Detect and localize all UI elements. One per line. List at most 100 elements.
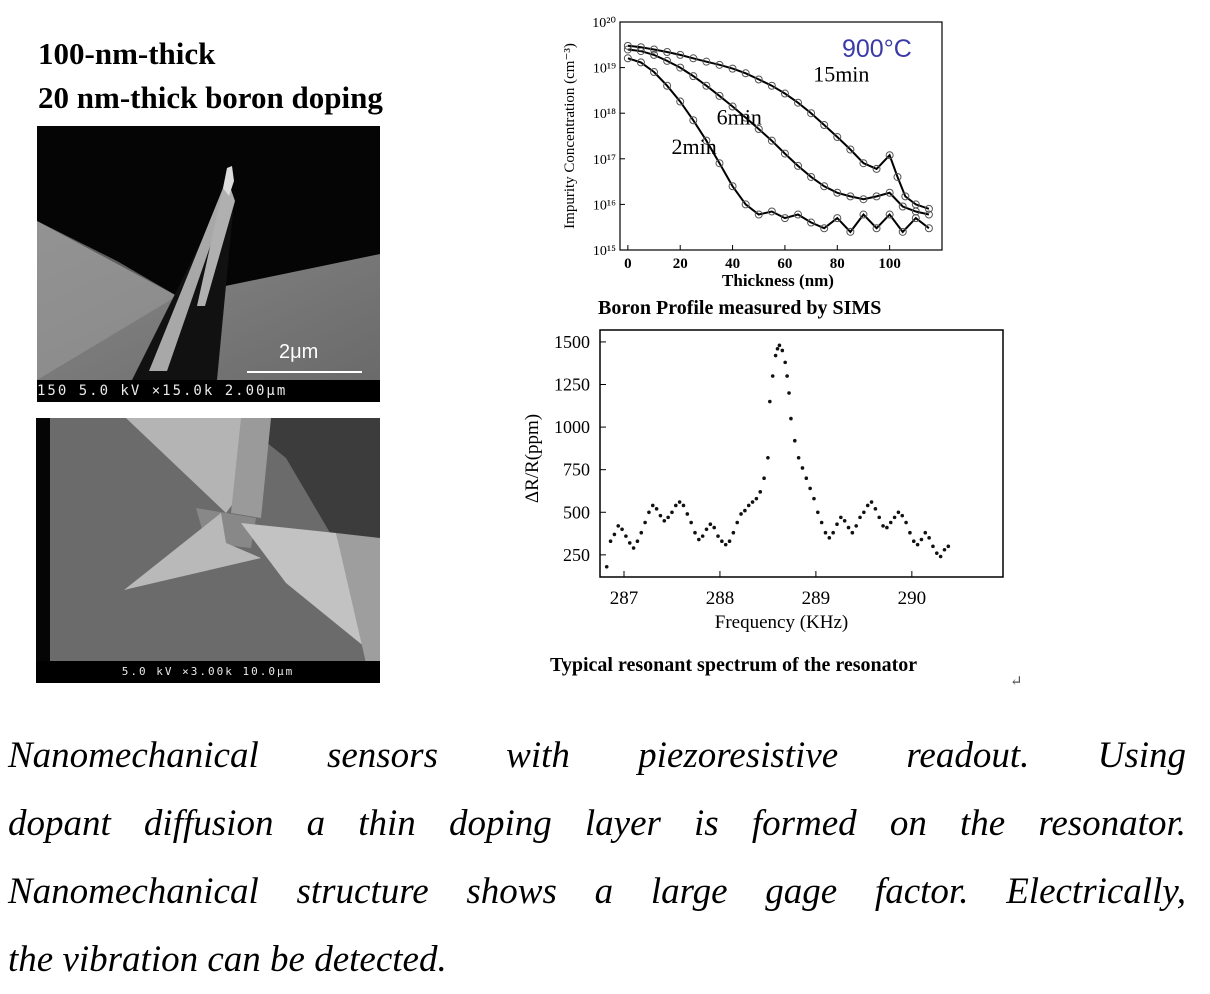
sims-data-point: [833, 133, 842, 142]
resonator-data-point: [743, 508, 747, 513]
sims-data-point: [780, 89, 789, 98]
sims-data-point: [741, 69, 750, 78]
sims-data-point: [676, 50, 685, 59]
resonator-data-point: [712, 525, 716, 530]
sem-info-bar-bottom: 5.0 kV ×3.00k 10.0μm: [36, 661, 380, 683]
resonator-data-point: [762, 476, 766, 480]
sims-data-point: [715, 60, 724, 69]
resonator-data-point: [942, 547, 947, 552]
sims-data-point: [820, 121, 829, 130]
resonator-data-point: [819, 520, 824, 525]
resonator-data-point: [839, 515, 843, 520]
sims-series-label: 6min: [717, 105, 762, 130]
resonator-plot-frame: [599, 329, 1004, 578]
sims-data-point: [833, 188, 842, 197]
sims-data-point: [846, 227, 855, 236]
sims-data-point: [702, 136, 711, 145]
resonator-data-point: [685, 512, 690, 516]
resonator-data-point: [783, 360, 787, 365]
sem-image-resonator: 5.0 kV ×3.00k 10.0μm: [36, 418, 380, 683]
sims-x-tick-label: 60: [777, 256, 792, 272]
sem-cantilever-picture: [37, 166, 380, 380]
heading-line-2: 20 nm-thick boron doping: [38, 80, 383, 115]
sims-data-point: [872, 164, 881, 173]
resonator-data-point: [862, 510, 866, 515]
description-line-4: the vibration can be detected.: [8, 939, 447, 980]
resonator-data-point: [911, 539, 916, 544]
sims-y-tick-label: 10¹⁹: [593, 62, 616, 77]
sims-data-point: [767, 81, 776, 90]
sims-data-point: [663, 47, 672, 56]
sims-data-point: [859, 210, 868, 219]
sims-data-point: [636, 58, 645, 67]
resonator-data-point: [666, 515, 670, 520]
resonator-y-axis-label: ΔR/R(ppm): [522, 414, 543, 503]
sims-data-point: [833, 214, 842, 223]
sims-data-point: [728, 64, 737, 73]
resonator-data-point: [689, 520, 693, 525]
resonator-data-point: [635, 539, 640, 544]
resonator-data-point: [934, 551, 939, 555]
sims-chart-svg: 0 20 40 60 80 100 10¹⁵ 10¹⁶ 10¹⁷ 10¹⁸ 10¹⁹ 10²⁰ Thic…: [562, 16, 943, 290]
resonator-data-point: [639, 530, 644, 535]
resonator-data-point: [770, 374, 775, 378]
sims-data-point: [689, 54, 698, 63]
sims-data-point: [780, 214, 789, 223]
sims-series-line-6min: [627, 48, 930, 216]
sims-data-point: [885, 210, 894, 219]
resonator-data-point: [823, 530, 828, 535]
sims-data-point: [924, 204, 933, 213]
resonator-data-point: [727, 539, 732, 544]
resonator-data-point: [900, 513, 905, 518]
resonator-data-point: [812, 496, 816, 501]
resonator-data-point: [750, 500, 755, 504]
resonator-data-point: [865, 503, 870, 508]
sims-data-point: [794, 161, 803, 170]
resonator-data-point: [604, 564, 609, 569]
resonator-data-point: [697, 537, 701, 542]
sims-data-point: [885, 188, 894, 197]
resonator-caption: Typical resonant spectrum of the resonat…: [550, 654, 918, 676]
figure-heading: 100-nm-thick 20 nm-thick boron doping: [38, 32, 383, 120]
sims-series-line-15min: [627, 44, 930, 210]
resonator-data-point: [789, 416, 793, 421]
sims-data-point: [846, 145, 855, 154]
sims-data-point: [754, 210, 763, 219]
resonator-data-point: [816, 510, 820, 515]
resonator-chart-svg: 287 288 289 290 250 500 750 1000 1250 1500 Frequen…: [522, 329, 1004, 633]
resonator-data-point: [739, 512, 743, 516]
sims-x-axis-label: Thickness (nm): [722, 271, 834, 290]
sims-plot-frame: [619, 21, 943, 251]
sims-data-point: [872, 192, 881, 201]
sims-caption: Boron Profile measured by SIMS: [598, 297, 882, 319]
heading-line-1: 100-nm-thick: [38, 36, 216, 71]
sem-resonator-picture: [50, 418, 380, 663]
resonator-data-point: [700, 534, 705, 538]
sims-data-point: [794, 210, 803, 219]
resonator-data-point: [662, 518, 667, 523]
resonator-data-point: [643, 520, 647, 525]
sims-data-point: [898, 227, 907, 236]
sims-data-point: [715, 91, 724, 100]
resonator-y-tick-label: 1000: [554, 417, 590, 437]
sims-data-point: [898, 202, 907, 211]
sims-x-tick-label: 80: [830, 256, 845, 272]
resonator-data-point: [892, 515, 897, 520]
sims-data-point: [741, 113, 750, 122]
sims-data-point: [623, 54, 632, 63]
resonator-data-point: [946, 544, 951, 549]
sims-data-point: [885, 151, 894, 160]
description-line-3: Nanomechanical structure shows a large g…: [8, 871, 1186, 912]
sims-data-point: [767, 136, 776, 145]
resonator-data-point: [896, 510, 901, 515]
sims-data-point: [676, 63, 685, 72]
sims-x-tick-label: 20: [673, 256, 688, 272]
sims-data-point: [846, 192, 855, 201]
sims-y-tick-label: 10¹⁵: [593, 244, 616, 259]
sims-chart: 0 20 40 60 80 100 10¹⁵ 10¹⁶ 10¹⁷ 10¹⁸ 10¹⁹ 10²⁰ Thic…: [548, 8, 948, 300]
sims-data-point: [893, 172, 902, 181]
resonator-x-axis-label: Frequency (KHz): [715, 612, 848, 633]
resonator-data-point: [908, 530, 912, 535]
resonator-data-point: [792, 438, 797, 443]
resonator-data-point: [766, 455, 770, 460]
